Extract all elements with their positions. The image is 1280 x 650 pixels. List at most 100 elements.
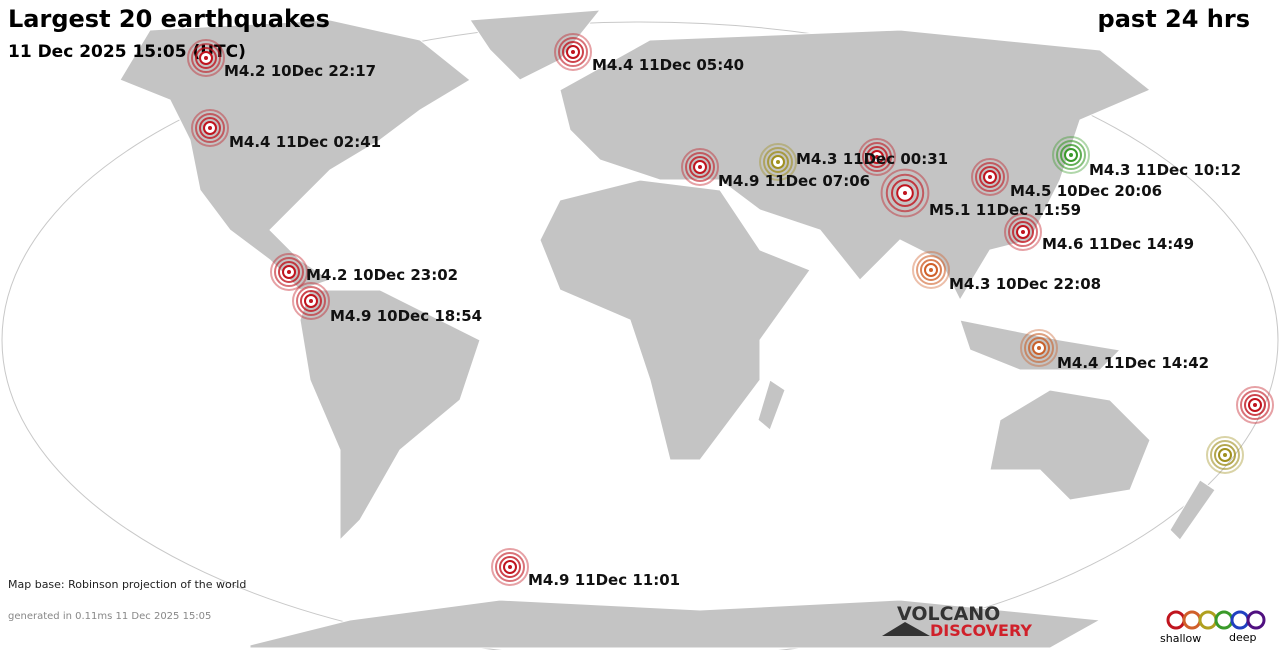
core: [208, 126, 212, 130]
quake-marker: [880, 168, 930, 218]
brand-top: VOLCANO: [897, 603, 1000, 625]
ring: [562, 41, 584, 63]
ring: [885, 173, 925, 213]
ring: [191, 109, 229, 147]
core: [1253, 403, 1257, 407]
map-base: Map base: Robinson projection of the wor…: [8, 578, 246, 591]
ring: [499, 556, 521, 578]
quake-label: M4.3 10Dec 22:08: [949, 275, 1101, 293]
ring: [270, 253, 308, 291]
ring: [187, 39, 225, 77]
ring: [689, 156, 711, 178]
subtitle: 11 Dec 2025 15:05 (UTC): [8, 42, 246, 62]
ring: [767, 151, 789, 173]
ring: [495, 552, 525, 582]
land: [119, 9, 1216, 649]
core: [903, 191, 907, 195]
ring: [300, 290, 322, 312]
ring: [278, 261, 300, 283]
quake-marker: [1004, 213, 1042, 251]
ring: [195, 113, 225, 143]
quake-label: M4.9 10Dec 18:54: [330, 307, 482, 325]
quake-marker: [971, 158, 1009, 196]
ring: [1028, 337, 1050, 359]
quake-label: M4.5 10Dec 20:06: [1010, 182, 1162, 200]
core: [1037, 346, 1041, 350]
core: [309, 299, 313, 303]
ring: [1236, 386, 1274, 424]
title: Largest 20 earthquakes: [8, 5, 330, 33]
quake-marker: [270, 253, 308, 291]
core: [875, 155, 879, 159]
logo-icon: [882, 622, 930, 636]
ring: [1240, 390, 1270, 420]
core: [1223, 453, 1227, 457]
map-outline: [1, 21, 1279, 650]
quake-label: M4.3 11Dec 10:12: [1089, 161, 1241, 179]
quake-label: M4.2 10Dec 23:02: [306, 266, 458, 284]
ring: [491, 548, 529, 586]
core: [204, 56, 208, 60]
ring: [191, 43, 221, 73]
core: [698, 165, 702, 169]
quake-marker: [1020, 329, 1058, 367]
ring: [1244, 394, 1266, 416]
ring: [912, 251, 950, 289]
core: [929, 268, 933, 272]
core: [571, 50, 575, 54]
ring: [685, 152, 715, 182]
ring: [858, 138, 896, 176]
core: [1021, 230, 1025, 234]
ring: [891, 179, 919, 207]
quake-label: M4.4 11Dec 05:40: [592, 56, 744, 74]
period: past 24 hrs: [1098, 5, 1250, 33]
quake-label: M4.9 11Dec 07:06: [718, 172, 870, 190]
ring: [296, 286, 326, 316]
core: [776, 160, 780, 164]
ring: [916, 255, 946, 285]
quake-marker: [681, 148, 719, 186]
ring: [1012, 221, 1034, 243]
quake-label: M4.9 11Dec 11:01: [528, 571, 680, 589]
quake-marker: [187, 39, 225, 77]
ring: [979, 166, 1001, 188]
ring: [1056, 140, 1086, 170]
ring: [1214, 444, 1236, 466]
ring: [1024, 333, 1054, 363]
quake-marker: [1206, 436, 1244, 474]
quake-marker: [1236, 386, 1274, 424]
ring: [862, 142, 892, 172]
ring: [274, 257, 304, 287]
quake-marker: [292, 282, 330, 320]
ring: [558, 37, 588, 67]
ring: [880, 168, 930, 218]
quake-marker: [858, 138, 896, 176]
quake-marker: [912, 251, 950, 289]
core: [287, 270, 291, 274]
legend-shallow: shallow: [1160, 632, 1201, 645]
quake-marker: [191, 109, 229, 147]
quake-markers: [187, 33, 1274, 586]
legend-deep: deep: [1229, 631, 1257, 644]
quake-marker: [1052, 136, 1090, 174]
ring: [920, 259, 942, 281]
quake-label: M4.2 10Dec 22:17: [224, 62, 376, 80]
ring: [975, 162, 1005, 192]
ring: [1008, 217, 1038, 247]
core: [988, 175, 992, 179]
brand-bottom: DISCOVERY: [930, 621, 1032, 640]
quake-label: M4.3 11Dec 00:31: [796, 150, 948, 168]
ring: [681, 148, 719, 186]
ring: [1206, 436, 1244, 474]
ring: [292, 282, 330, 320]
core: [508, 565, 512, 569]
ring: [1210, 440, 1240, 470]
ring: [1052, 136, 1090, 174]
ring: [1004, 213, 1042, 251]
quake-label: M4.4 11Dec 02:41: [229, 133, 381, 151]
quake-label: M5.1 11Dec 11:59: [929, 201, 1081, 219]
depth-legend: [1166, 610, 1266, 630]
quake-marker: [491, 548, 529, 586]
ring: [195, 47, 217, 69]
